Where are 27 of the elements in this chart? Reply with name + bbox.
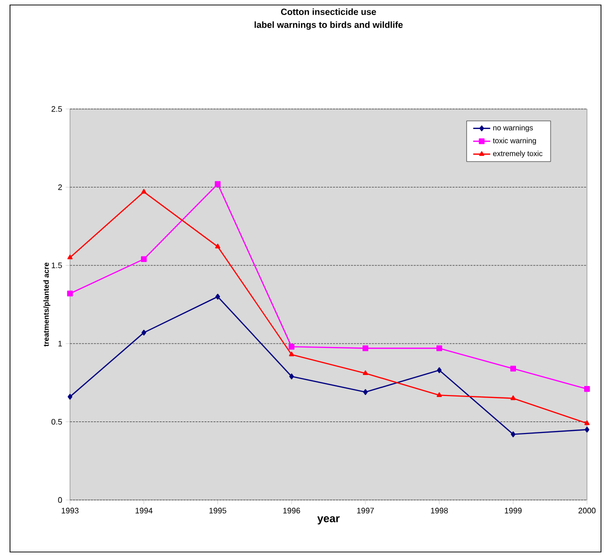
point bbox=[436, 345, 442, 352]
point bbox=[362, 370, 368, 376]
point bbox=[214, 181, 221, 187]
point bbox=[510, 431, 516, 438]
point bbox=[215, 294, 220, 300]
point bbox=[363, 389, 368, 395]
point bbox=[510, 366, 516, 372]
point bbox=[510, 395, 516, 400]
chart-title: Cotton insecticide use bbox=[281, 8, 376, 15]
point bbox=[67, 254, 73, 260]
point bbox=[362, 345, 368, 352]
point bbox=[142, 330, 146, 336]
chart-subtitle: label warnings to birds and wildlife bbox=[254, 21, 403, 30]
point bbox=[584, 426, 590, 432]
point bbox=[436, 392, 442, 397]
point bbox=[140, 256, 147, 262]
point bbox=[584, 420, 590, 426]
point bbox=[584, 386, 590, 392]
point bbox=[67, 290, 73, 296]
point bbox=[289, 374, 294, 380]
point bbox=[288, 344, 294, 350]
point bbox=[436, 367, 442, 374]
point bbox=[141, 188, 146, 194]
point bbox=[68, 394, 72, 400]
point bbox=[288, 352, 294, 356]
x-axis-title: year bbox=[317, 516, 340, 524]
point bbox=[215, 244, 220, 248]
